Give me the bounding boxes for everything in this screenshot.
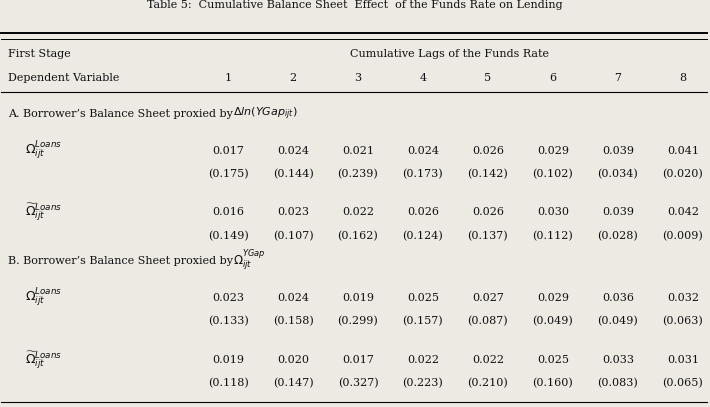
Text: (0.175): (0.175)	[208, 168, 248, 179]
Text: 0.024: 0.024	[277, 293, 309, 303]
Text: 0.022: 0.022	[407, 355, 439, 365]
Text: (0.137): (0.137)	[468, 230, 508, 241]
Text: (0.087): (0.087)	[468, 316, 508, 326]
Text: 0.029: 0.029	[537, 146, 569, 155]
Text: (0.107): (0.107)	[273, 230, 313, 241]
Text: $\Omega^{YGap}_{ijt}$: $\Omega^{YGap}_{ijt}$	[233, 249, 266, 273]
Text: 0.036: 0.036	[602, 293, 634, 303]
Text: (0.065): (0.065)	[662, 378, 703, 388]
Text: 0.042: 0.042	[667, 208, 699, 217]
Text: 0.026: 0.026	[472, 146, 504, 155]
Text: 0.026: 0.026	[407, 208, 439, 217]
Text: $\widetilde{\Omega}^{Loans}_{ijt}$: $\widetilde{\Omega}^{Loans}_{ijt}$	[25, 349, 62, 371]
Text: (0.102): (0.102)	[532, 168, 573, 179]
Text: (0.223): (0.223)	[403, 378, 443, 388]
Text: (0.147): (0.147)	[273, 378, 313, 388]
Text: 0.017: 0.017	[212, 146, 244, 155]
Text: 3: 3	[354, 73, 361, 83]
Text: 0.032: 0.032	[667, 293, 699, 303]
Text: A. Borrower’s Balance Sheet proxied by: A. Borrower’s Balance Sheet proxied by	[9, 109, 237, 119]
Text: (0.020): (0.020)	[662, 168, 703, 179]
Text: $\Delta \mathit{ln}(YGap_{ijt})$: $\Delta \mathit{ln}(YGap_{ijt})$	[233, 106, 297, 122]
Text: (0.142): (0.142)	[467, 168, 508, 179]
Text: (0.162): (0.162)	[337, 230, 378, 241]
Text: (0.149): (0.149)	[207, 230, 248, 241]
Text: 0.022: 0.022	[342, 208, 374, 217]
Text: 0.023: 0.023	[277, 208, 309, 217]
Text: (0.157): (0.157)	[403, 316, 443, 326]
Text: 0.033: 0.033	[602, 355, 634, 365]
Text: 8: 8	[679, 73, 687, 83]
Text: (0.049): (0.049)	[597, 316, 638, 326]
Text: 7: 7	[614, 73, 621, 83]
Text: 0.022: 0.022	[472, 355, 504, 365]
Text: First Stage: First Stage	[9, 49, 71, 59]
Text: 0.030: 0.030	[537, 208, 569, 217]
Text: (0.299): (0.299)	[337, 316, 378, 326]
Text: 1: 1	[224, 73, 231, 83]
Text: (0.173): (0.173)	[403, 168, 443, 179]
Text: 4: 4	[420, 73, 427, 83]
Text: 0.026: 0.026	[472, 208, 504, 217]
Text: 0.017: 0.017	[342, 355, 374, 365]
Text: 0.024: 0.024	[277, 146, 309, 155]
Text: (0.160): (0.160)	[532, 378, 573, 388]
Text: (0.118): (0.118)	[207, 378, 248, 388]
Text: (0.034): (0.034)	[597, 168, 638, 179]
Text: $\Omega^{Loans}_{ijt}$: $\Omega^{Loans}_{ijt}$	[25, 140, 62, 162]
Text: 0.021: 0.021	[342, 146, 374, 155]
Text: B. Borrower’s Balance Sheet proxied by: B. Borrower’s Balance Sheet proxied by	[9, 256, 237, 266]
Text: 0.029: 0.029	[537, 293, 569, 303]
Text: 0.025: 0.025	[537, 355, 569, 365]
Text: 5: 5	[484, 73, 491, 83]
Text: $\Omega^{Loans}_{ijt}$: $\Omega^{Loans}_{ijt}$	[25, 287, 62, 309]
Text: 0.019: 0.019	[212, 355, 244, 365]
Text: 0.023: 0.023	[212, 293, 244, 303]
Text: 0.019: 0.019	[342, 293, 374, 303]
Text: 0.027: 0.027	[472, 293, 504, 303]
Text: 6: 6	[550, 73, 557, 83]
Text: 0.039: 0.039	[602, 146, 634, 155]
Text: (0.210): (0.210)	[467, 378, 508, 388]
Text: (0.144): (0.144)	[273, 168, 313, 179]
Text: (0.112): (0.112)	[532, 230, 573, 241]
Text: 0.016: 0.016	[212, 208, 244, 217]
Text: 0.031: 0.031	[667, 355, 699, 365]
Text: 0.025: 0.025	[407, 293, 439, 303]
Text: 0.039: 0.039	[602, 208, 634, 217]
Text: Table 5:  Cumulative Balance Sheet  Effect  of the Funds Rate on Lending: Table 5: Cumulative Balance Sheet Effect…	[147, 0, 562, 9]
Text: $\widetilde{\Omega}^{Loans}_{ijt}$: $\widetilde{\Omega}^{Loans}_{ijt}$	[25, 201, 62, 223]
Text: (0.239): (0.239)	[337, 168, 378, 179]
Text: (0.028): (0.028)	[597, 230, 638, 241]
Text: (0.124): (0.124)	[403, 230, 443, 241]
Text: Cumulative Lags of the Funds Rate: Cumulative Lags of the Funds Rate	[350, 49, 550, 59]
Text: 0.020: 0.020	[277, 355, 309, 365]
Text: 0.041: 0.041	[667, 146, 699, 155]
Text: (0.009): (0.009)	[662, 230, 703, 241]
Text: (0.327): (0.327)	[338, 378, 378, 388]
Text: (0.158): (0.158)	[273, 316, 313, 326]
Text: Dependent Variable: Dependent Variable	[9, 73, 120, 83]
Text: (0.049): (0.049)	[532, 316, 573, 326]
Text: 0.024: 0.024	[407, 146, 439, 155]
Text: (0.083): (0.083)	[597, 378, 638, 388]
Text: (0.063): (0.063)	[662, 316, 703, 326]
Text: (0.133): (0.133)	[207, 316, 248, 326]
Text: 2: 2	[290, 73, 297, 83]
